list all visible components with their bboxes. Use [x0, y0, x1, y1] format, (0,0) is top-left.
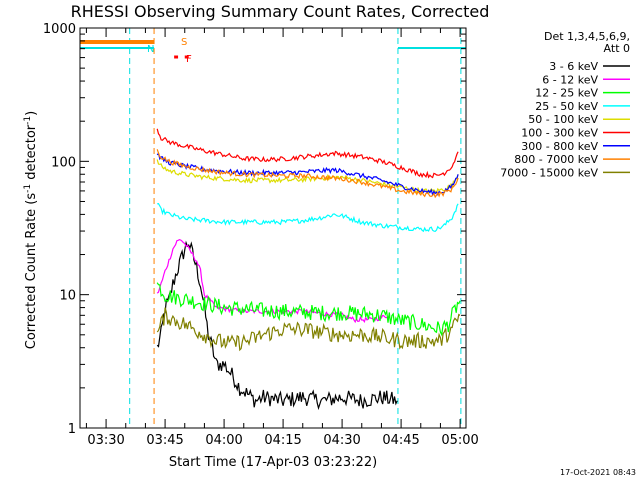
legend-label: 25 - 50 keV: [535, 100, 598, 113]
legend-label: 50 - 100 keV: [528, 113, 598, 126]
y-tick-label: 1: [68, 422, 76, 437]
series-line: [156, 282, 461, 337]
series-line: [156, 307, 461, 352]
series-line: [156, 149, 459, 199]
legend-header: Att 0: [604, 42, 630, 55]
y-tick-label: 1000: [43, 22, 76, 37]
series-line: [156, 239, 390, 324]
y-tick-label: 100: [51, 155, 76, 170]
legend-header: Det 1,3,4,5,6,9,: [544, 30, 630, 43]
x-tick-label: 05:00: [441, 433, 478, 448]
x-tick-label: 03:30: [87, 433, 124, 448]
y-axis-label: Corrected Count Rate (s-1 detector-1): [23, 111, 39, 349]
legend-label: 12 - 25 keV: [535, 87, 598, 100]
legend-label: 800 - 7000 keV: [514, 153, 598, 166]
annotation-f: F: [186, 54, 192, 65]
x-tick-label: 03:45: [146, 433, 183, 448]
legend-label: 3 - 6 keV: [549, 60, 598, 73]
series-line: [156, 128, 459, 179]
x-tick-label: 04:30: [323, 433, 360, 448]
series-line: [157, 203, 459, 233]
annotation-n: N: [147, 44, 154, 55]
legend-label: 7000 - 15000 keV: [500, 166, 598, 179]
timestamp: 17-Oct-2021 08:43: [560, 468, 636, 477]
legend-label: 6 - 12 keV: [542, 73, 598, 86]
chart-title: RHESSI Observing Summary Count Rates, Co…: [71, 2, 490, 21]
annotation-s: S: [181, 37, 187, 48]
plot-frame: [79, 27, 467, 429]
series-line: [156, 240, 398, 411]
legend-label: 300 - 800 keV: [521, 140, 598, 153]
x-tick-label: 04:15: [264, 433, 301, 448]
x-tick-label: 04:45: [382, 433, 419, 448]
x-axis-label: Start Time (17-Apr-03 03:23:22): [169, 455, 377, 470]
y-tick-label: 10: [59, 289, 76, 304]
x-tick-label: 04:00: [205, 433, 242, 448]
legend-label: 100 - 300 keV: [521, 127, 598, 140]
